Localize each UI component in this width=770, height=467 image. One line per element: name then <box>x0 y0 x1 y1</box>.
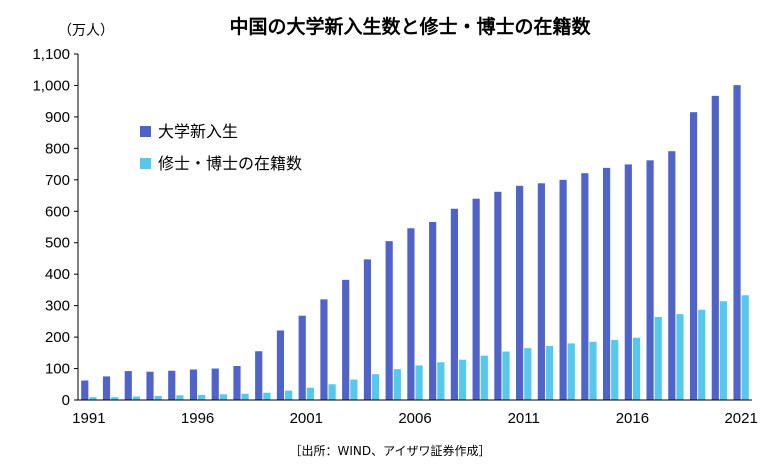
legend-swatch-graduate <box>140 158 151 169</box>
bar-graduate <box>632 337 641 400</box>
bars-group <box>81 85 749 401</box>
bar-freshmen <box>624 164 632 400</box>
bar-freshmen <box>255 351 263 400</box>
bar-graduate <box>350 379 358 400</box>
bar-freshmen <box>516 185 524 400</box>
x-tick-label: 1991 <box>72 410 105 427</box>
bar-graduate <box>285 390 293 400</box>
bar-freshmen <box>494 191 502 400</box>
bar-freshmen <box>124 371 132 400</box>
bar-freshmen <box>646 160 654 400</box>
chart-title: 中国の大学新入生数と修士・博士の在籍数 <box>229 15 591 38</box>
bar-graduate <box>524 348 532 400</box>
legend: 大学新入生 修士・博士の在籍数 <box>140 122 302 173</box>
bar-graduate <box>176 395 184 400</box>
bar-freshmen <box>211 368 219 400</box>
bar-freshmen <box>342 279 350 400</box>
x-axis-ticks: 1991 1996 2001 2006 2011 2016 2021 <box>72 410 758 427</box>
bar-freshmen <box>472 198 480 400</box>
x-tick-label: 2006 <box>398 410 431 427</box>
bar-freshmen <box>168 370 176 400</box>
legend-swatch-freshmen <box>140 126 151 137</box>
unit-label: （万人） <box>58 23 114 39</box>
bar-freshmen <box>102 376 111 400</box>
bar-graduate <box>741 295 749 400</box>
bar-graduate <box>719 301 728 400</box>
bar-freshmen <box>537 183 545 400</box>
bar-freshmen <box>385 241 393 400</box>
bar-graduate <box>437 362 445 400</box>
bar-graduate <box>111 397 119 400</box>
y-tick-label: 1,100 <box>32 46 70 63</box>
bar-graduate <box>567 343 575 400</box>
y-tick-label: 900 <box>45 109 70 126</box>
bar-graduate <box>89 397 97 400</box>
bar-freshmen <box>276 330 285 400</box>
y-tick-label: 0 <box>62 392 70 409</box>
source-note: ［出所：WIND、アイザワ証券作成］ <box>289 443 490 458</box>
y-tick-label: 700 <box>45 172 70 189</box>
bar-graduate <box>545 345 554 400</box>
y-tick-label: 1,000 <box>32 77 70 94</box>
bar-freshmen <box>407 228 415 400</box>
bar-freshmen <box>363 259 372 400</box>
bar-freshmen <box>298 315 306 400</box>
bar-freshmen <box>711 95 719 401</box>
bar-freshmen <box>146 371 154 400</box>
bar-graduate <box>372 374 380 400</box>
legend-label-freshmen: 大学新入生 <box>158 122 238 141</box>
bar-graduate <box>198 394 206 400</box>
bar-graduate <box>241 393 249 400</box>
bar-graduate <box>589 341 597 400</box>
bar-freshmen <box>81 380 89 400</box>
bar-freshmen <box>733 85 741 400</box>
bar-graduate <box>263 392 271 400</box>
x-tick-label: 2011 <box>508 410 540 427</box>
bar-graduate <box>654 316 662 400</box>
y-tick-label: 600 <box>45 203 70 220</box>
bar-freshmen <box>581 173 589 400</box>
y-tick-label: 200 <box>45 329 70 346</box>
y-axis-ticks: 0 100 200 300 400 500 600 700 800 900 1,000 1,100 <box>32 46 78 409</box>
bar-graduate <box>676 314 684 400</box>
x-tick-label: 2016 <box>616 410 649 427</box>
bar-graduate <box>393 369 401 400</box>
x-tick-label: 2021 <box>724 410 757 427</box>
x-tick-label: 2001 <box>290 410 323 427</box>
y-tick-label: 400 <box>45 266 70 283</box>
bar-freshmen <box>429 221 437 400</box>
bar-graduate <box>219 394 227 400</box>
bar-freshmen <box>233 366 241 400</box>
y-tick-label: 500 <box>45 235 70 252</box>
bar-graduate <box>154 395 162 400</box>
bar-graduate <box>698 309 706 400</box>
bar-graduate <box>328 384 336 400</box>
bar-graduate <box>306 387 314 400</box>
bar-graduate <box>415 365 423 400</box>
y-tick-label: 100 <box>45 361 70 378</box>
y-tick-label: 800 <box>45 140 70 157</box>
bar-freshmen <box>668 151 676 400</box>
bar-freshmen <box>689 112 698 400</box>
x-tick-label: 1996 <box>181 410 214 427</box>
bar-graduate <box>458 359 467 400</box>
bar-freshmen <box>189 369 198 400</box>
bar-freshmen <box>603 167 611 400</box>
bar-freshmen <box>450 208 458 400</box>
bar-graduate <box>480 355 488 400</box>
bar-graduate <box>611 339 619 400</box>
bar-graduate <box>502 351 510 400</box>
bar-freshmen <box>559 179 567 400</box>
bar-graduate <box>132 396 141 400</box>
legend-label-graduate: 修士・博士の在籍数 <box>158 154 302 173</box>
y-tick-label: 300 <box>45 298 70 315</box>
bar-freshmen <box>320 299 328 400</box>
